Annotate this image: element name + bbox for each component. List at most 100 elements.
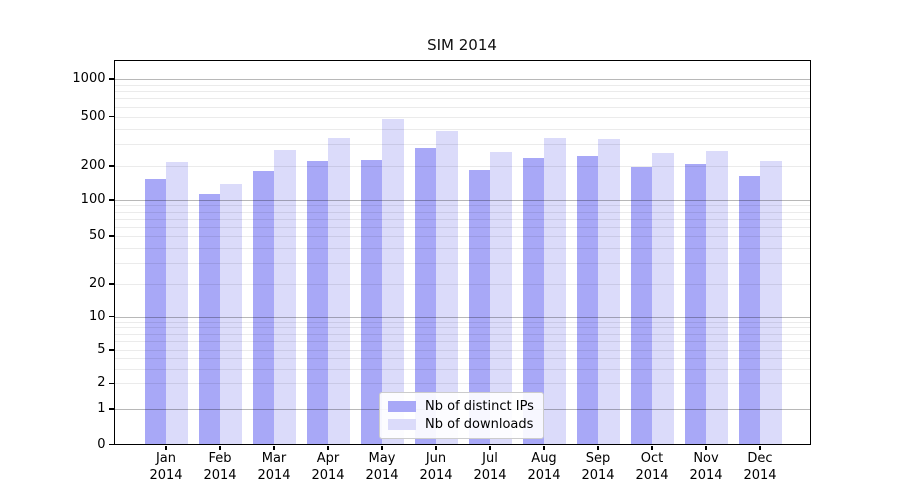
- gridline-minor: [113, 262, 811, 264]
- legend-swatch: [388, 419, 416, 430]
- gridline-minor: [113, 98, 811, 100]
- y-axis-tick-label: 10: [88, 308, 106, 324]
- bar-distinct-ips: [522, 157, 544, 445]
- gridline-minor: [113, 321, 811, 323]
- y-tick-mark: [108, 349, 114, 351]
- gridline-minor: [113, 211, 811, 213]
- y-axis-tick-label: 20: [88, 276, 106, 291]
- y-axis-tick-label: 50: [88, 228, 106, 243]
- legend-swatch: [388, 401, 416, 412]
- x-tick-mark: [597, 446, 599, 450]
- bar-downloads: [706, 151, 728, 445]
- x-tick-year: 2014: [203, 468, 237, 483]
- gridline-minor: [113, 84, 811, 86]
- bar-distinct-ips: [198, 194, 220, 445]
- x-tick-month: May: [368, 451, 396, 466]
- x-axis-tick-label: Nov 2014: [678, 450, 734, 484]
- y-axis-tick-label: 2: [97, 375, 106, 391]
- y-tick-mark: [108, 315, 114, 318]
- bar-downloads: [490, 152, 512, 445]
- bar-downloads: [652, 153, 674, 445]
- gridline-minor: [113, 333, 811, 335]
- gridline-minor: [113, 383, 811, 385]
- gridline-minor: [113, 284, 811, 285]
- legend-item: Nb of distinct IPs: [388, 399, 535, 414]
- gridline-minor: [113, 106, 811, 108]
- y-axis-tick-label: 200: [80, 158, 106, 173]
- y-axis-tick-label: 5: [97, 342, 106, 357]
- x-tick-mark: [489, 446, 491, 450]
- bar-downloads: [166, 162, 188, 445]
- bar-distinct-ips: [306, 160, 328, 445]
- bar-distinct-ips: [576, 156, 598, 445]
- gridline-minor: [113, 116, 811, 118]
- x-tick-month: Dec: [747, 451, 773, 466]
- x-axis-tick-label: Apr 2014: [300, 450, 356, 484]
- bar-downloads: [544, 137, 566, 445]
- x-tick-mark: [435, 446, 437, 450]
- x-axis-tick-label: Jun 2014: [408, 450, 464, 484]
- bar-downloads: [382, 119, 404, 445]
- y-axis-tick-label: 500: [80, 108, 106, 124]
- y-tick-mark: [108, 382, 114, 384]
- x-tick-year: 2014: [311, 468, 345, 483]
- x-axis-tick-label: Jul 2014: [462, 450, 518, 484]
- x-tick-month: Sep: [585, 451, 611, 466]
- x-tick-year: 2014: [419, 468, 453, 483]
- gridline-minor: [113, 236, 811, 237]
- x-tick-month: Feb: [208, 451, 232, 466]
- x-tick-mark: [651, 446, 653, 450]
- y-axis-tick-label: 100: [80, 192, 106, 207]
- bar-downloads: [328, 137, 350, 445]
- bar-distinct-ips: [144, 179, 166, 445]
- legend-label: Nb of distinct IPs: [425, 399, 534, 414]
- x-tick-year: 2014: [581, 468, 615, 483]
- x-tick-month: Jan: [155, 451, 177, 466]
- bar-distinct-ips: [252, 171, 274, 445]
- gridline-minor: [113, 205, 811, 207]
- bar-downloads: [274, 149, 296, 445]
- x-tick-month: Aug: [531, 451, 557, 466]
- gridline-minor: [113, 350, 811, 351]
- gridline-minor: [113, 226, 811, 228]
- plot-frame: [113, 59, 811, 445]
- y-tick-mark: [108, 78, 114, 80]
- bar-distinct-ips: [360, 159, 382, 445]
- bar-distinct-ips: [414, 148, 436, 445]
- x-tick-mark: [219, 446, 221, 450]
- x-axis-tick-label: Mar 2014: [246, 450, 302, 484]
- bar-distinct-ips: [684, 164, 706, 445]
- x-tick-year: 2014: [149, 468, 183, 483]
- x-axis-tick-label: Aug 2014: [516, 450, 572, 484]
- x-tick-year: 2014: [527, 468, 561, 483]
- x-tick-mark: [543, 446, 545, 450]
- gridline-minor: [113, 144, 811, 146]
- gridline-minor: [113, 128, 811, 130]
- bar-distinct-ips: [630, 167, 652, 445]
- y-tick-mark: [108, 165, 114, 167]
- x-tick-month: Nov: [693, 451, 719, 466]
- gridline-minor: [113, 218, 811, 220]
- x-tick-mark: [327, 446, 329, 450]
- gridline-major: [113, 79, 811, 80]
- bar-downloads: [436, 131, 458, 445]
- legend-item: Nb of downloads: [388, 417, 535, 432]
- chart-title: SIM 2014: [427, 36, 497, 54]
- y-axis-tick-label: 1: [97, 401, 106, 416]
- x-tick-mark: [759, 446, 761, 450]
- gridline-minor: [113, 166, 811, 167]
- x-tick-year: 2014: [473, 468, 507, 483]
- x-tick-year: 2014: [635, 468, 669, 483]
- x-tick-mark: [165, 446, 167, 450]
- x-axis-tick-label: Jan 2014: [138, 450, 194, 484]
- y-axis-tick-label: 1000: [72, 71, 106, 86]
- x-tick-mark: [705, 446, 707, 450]
- y-tick-mark: [108, 199, 114, 201]
- gridline-major: [113, 316, 811, 318]
- x-axis-tick-label: Sep 2014: [570, 450, 626, 484]
- gridline-minor: [113, 358, 811, 360]
- x-tick-year: 2014: [365, 468, 399, 483]
- legend-label: Nb of downloads: [425, 417, 534, 432]
- x-tick-month: Mar: [261, 451, 287, 466]
